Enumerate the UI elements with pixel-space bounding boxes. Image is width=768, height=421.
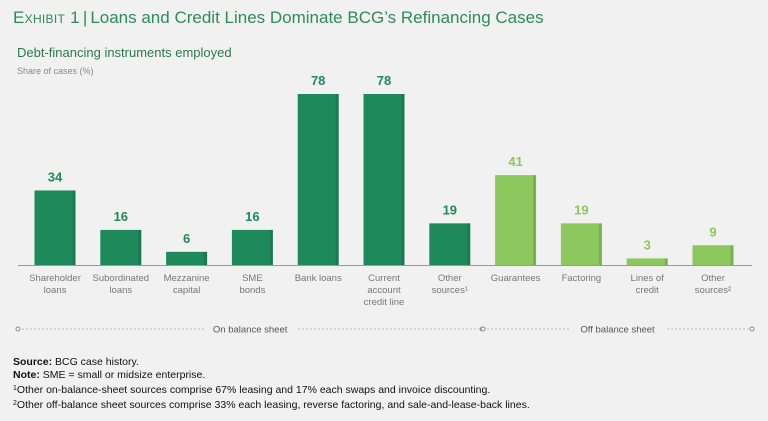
chart-title: Loans and Credit Lines Dominate BCG’s Re… <box>90 8 544 27</box>
group-label-bg <box>569 322 667 336</box>
data-label: 16 <box>245 209 259 224</box>
category-label: bonds <box>239 285 265 296</box>
category-label: credit <box>636 285 660 296</box>
group-bracket-end <box>749 326 755 332</box>
source-text: BCG case history. <box>55 356 139 368</box>
category-label: SME <box>242 273 263 284</box>
data-label: 16 <box>114 209 128 224</box>
bar <box>626 258 668 265</box>
group-bracket-end <box>15 326 21 332</box>
category-label: Other <box>438 273 462 284</box>
category-label: Factoring <box>562 273 602 284</box>
bar <box>560 223 602 265</box>
bar-shade <box>204 251 208 265</box>
bar <box>34 190 76 265</box>
category-label: sources² <box>695 285 731 296</box>
footnote-2-text: Other off-balance sheet sources comprise… <box>16 399 530 411</box>
category-label: Mezzanine <box>164 273 210 284</box>
bar-shade <box>598 223 602 265</box>
source-label: Source: <box>13 356 53 368</box>
data-label: 19 <box>574 202 588 217</box>
bar <box>429 223 471 265</box>
data-label: 9 <box>709 224 716 239</box>
footnote-1: 1Other on-balance-sheet sources comprise… <box>13 382 530 397</box>
category-label: Current <box>368 273 400 284</box>
category-label: loans <box>109 285 132 296</box>
bar <box>363 94 405 265</box>
bar-shade <box>138 229 142 265</box>
category-label: Lines of <box>631 273 665 284</box>
source-note: Source: BCG case history. <box>13 356 530 369</box>
bar-shade <box>533 175 537 265</box>
category-label: sources¹ <box>432 285 468 296</box>
note-label: Note: <box>13 369 40 381</box>
category-label: loans <box>44 285 67 296</box>
category-label: Shareholder <box>29 273 81 284</box>
data-label: 41 <box>508 154 522 169</box>
bar <box>231 229 273 265</box>
footnote-2: 2Other off-balance sheet sources compris… <box>13 397 530 412</box>
bar <box>297 94 339 265</box>
bar-shade <box>730 245 734 265</box>
data-label: 78 <box>311 73 325 88</box>
bar-shade <box>467 223 471 265</box>
category-label: Other <box>701 273 725 284</box>
data-label: 3 <box>644 237 651 252</box>
data-label: 78 <box>377 73 391 88</box>
chart-subtitle: Debt-financing instruments employed <box>17 45 232 60</box>
note-text: SME = small or midsize enterprise. <box>42 369 206 381</box>
data-label: 6 <box>183 231 190 246</box>
footnote-1-marker: 1 <box>13 385 17 392</box>
bar-shade <box>335 94 339 265</box>
bar-shade <box>269 229 273 265</box>
category-label: credit line <box>364 297 405 308</box>
y-axis-label: Share of cases (%) <box>17 66 94 76</box>
data-label: 34 <box>48 169 63 184</box>
footnote-1-text: Other on-balance-sheet sources comprise … <box>16 384 491 396</box>
bar-shade <box>664 258 668 265</box>
category-label: capital <box>173 285 200 296</box>
bar <box>692 245 734 265</box>
category-label: Guarantees <box>491 273 541 284</box>
footnote-2-marker: 2 <box>13 400 17 407</box>
abbrev-note: Note: SME = small or midsize enterprise. <box>13 369 530 382</box>
chart-notes: Source: BCG case history. Note: SME = sm… <box>13 356 530 412</box>
bar <box>495 175 537 265</box>
data-label: 19 <box>443 202 457 217</box>
header-separator: | <box>82 8 88 27</box>
category-label: Subordinated <box>93 273 150 284</box>
bar <box>100 229 142 265</box>
category-label: Bank loans <box>295 273 342 284</box>
bar-shade <box>72 190 76 265</box>
exhibit-header: Exhibit 1 | Loans and Credit Lines Dominat… <box>13 8 544 28</box>
group-bracket-end <box>480 326 486 332</box>
bar <box>166 251 208 265</box>
group-label: Off balance sheet <box>580 325 655 336</box>
exhibit-number: Exhibit 1 <box>13 8 80 27</box>
group-label-bg <box>204 322 297 336</box>
group-label: On balance sheet <box>213 325 288 336</box>
bar-chart: 34Shareholderloans16Subordinatedloans6Me… <box>15 73 755 336</box>
bar-shade <box>401 94 405 265</box>
category-label: account <box>367 285 401 296</box>
